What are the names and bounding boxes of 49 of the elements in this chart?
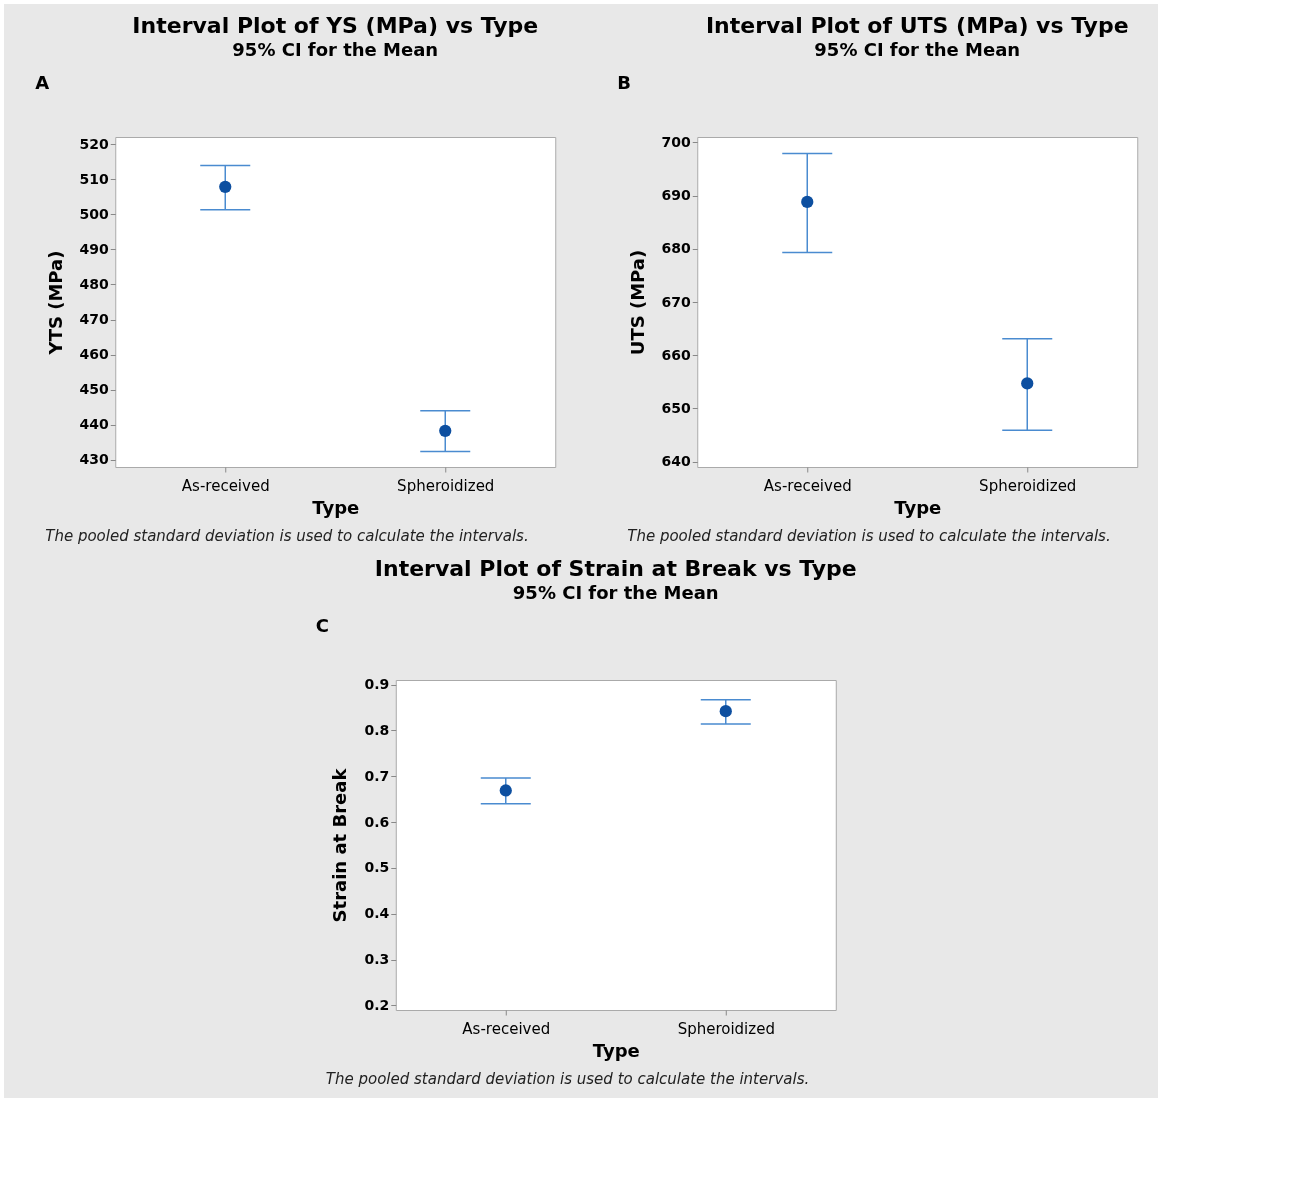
chart-title: Interval Plot of Strain at Break vs Type bbox=[374, 556, 857, 581]
chart-title: Interval Plot of UTS (MPa) vs Type bbox=[705, 13, 1129, 38]
y-tick-label: 0.2 bbox=[364, 996, 390, 1013]
y-tick-label: 0.4 bbox=[364, 905, 390, 922]
y-tick-label: 440 bbox=[79, 416, 109, 433]
y-tick-label: 0.7 bbox=[364, 767, 390, 784]
y-tick-label: 700 bbox=[661, 133, 691, 150]
text: The pooled standard deviation is used to calculate the intervals. bbox=[627, 527, 1111, 545]
text: The pooled standard deviation is used to calculate the intervals. bbox=[325, 1070, 810, 1088]
x-tick-label: Spheroidized bbox=[677, 1019, 775, 1038]
y-tick-label: 0.6 bbox=[364, 813, 390, 830]
y-tick-label: 0.3 bbox=[364, 951, 390, 968]
text: A bbox=[35, 72, 50, 93]
x-axis-title: Type bbox=[894, 496, 942, 518]
text: C bbox=[315, 615, 329, 636]
x-tick-label: Spheroidized bbox=[979, 476, 1077, 495]
y-tick-label: 0.9 bbox=[364, 676, 390, 693]
x-tick-label: Spheroidized bbox=[397, 476, 495, 495]
x-axis-title: Type bbox=[592, 1039, 640, 1061]
y-tick-label: 0.5 bbox=[364, 859, 390, 876]
x-tick-label: As-received bbox=[763, 476, 852, 495]
text: The pooled standard deviation is used to calculate the intervals. bbox=[45, 527, 529, 545]
y-tick-label: 490 bbox=[79, 240, 109, 257]
chart-subtitle: 95% CI for the Mean bbox=[512, 582, 719, 603]
y-tick-label: 520 bbox=[79, 135, 109, 152]
y-tick-label: 640 bbox=[661, 453, 691, 470]
y-tick-label: 430 bbox=[79, 451, 109, 468]
y-axis-title: YTS (MPa) bbox=[44, 250, 66, 356]
y-tick-label: 670 bbox=[661, 293, 691, 310]
y-tick-label: 660 bbox=[661, 346, 691, 363]
y-tick-label: 650 bbox=[661, 399, 691, 416]
y-tick-label: 0.8 bbox=[364, 721, 390, 738]
chart-title: Interval Plot of YS (MPa) vs Type bbox=[132, 13, 539, 38]
y-tick-label: 450 bbox=[79, 381, 109, 398]
x-axis-title: Type bbox=[312, 496, 360, 518]
y-tick-label: 510 bbox=[79, 170, 109, 187]
y-tick-label: 690 bbox=[661, 187, 691, 204]
text: B bbox=[617, 72, 631, 93]
y-tick-label: 460 bbox=[79, 346, 109, 363]
y-tick-label: 480 bbox=[79, 275, 109, 292]
x-tick-label: As-received bbox=[181, 476, 270, 495]
y-tick-label: 680 bbox=[661, 240, 691, 257]
chart-subtitle: 95% CI for the Mean bbox=[814, 39, 1021, 60]
y-tick-label: 470 bbox=[79, 311, 109, 328]
x-tick-label: As-received bbox=[462, 1019, 551, 1038]
chart-subtitle: 95% CI for the Mean bbox=[232, 39, 439, 60]
y-axis-title: UTS (MPa) bbox=[626, 249, 648, 356]
y-tick-label: 500 bbox=[79, 205, 109, 222]
y-axis-title: Strain at Break bbox=[329, 767, 351, 923]
